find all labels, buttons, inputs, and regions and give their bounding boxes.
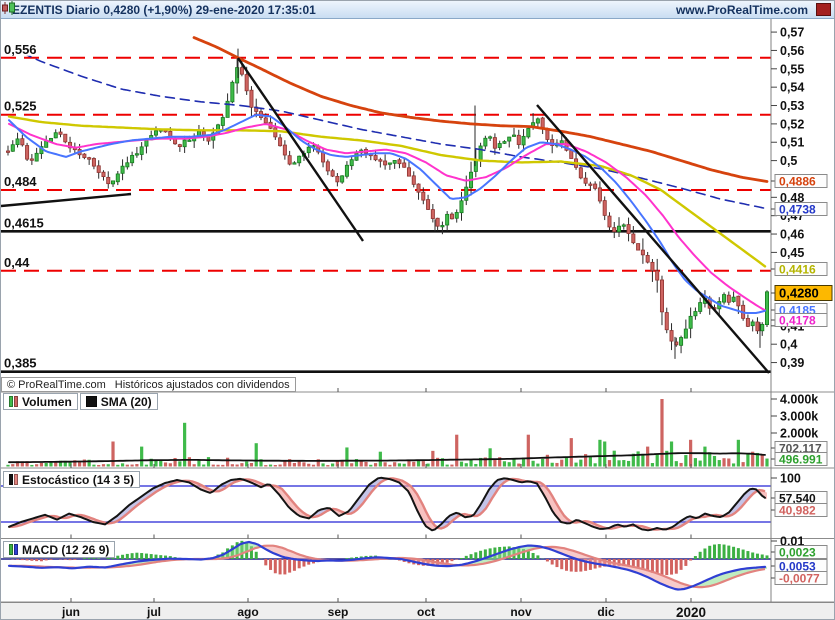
axis-tick-label: 0,4 — [780, 338, 797, 352]
legend-label: Estocástico (14 3 5) — [22, 472, 135, 487]
x-axis-label-sep: sep — [327, 605, 349, 619]
copyright-note: Históricos ajustados con dividendos — [114, 378, 290, 391]
axis-value-badge: 0,4280 — [779, 286, 819, 301]
axis-value-badge: -0,0077 — [779, 572, 820, 586]
legend-swatch-icon — [9, 474, 18, 485]
trendlines — [1, 57, 770, 374]
axis-value-badge: 0,4416 — [779, 263, 816, 277]
axis-tick-label: 0,54 — [780, 81, 804, 95]
x-axis-label-oct: oct — [417, 605, 435, 619]
legend-stoch-estoc-stico-14-3-5[interactable]: Estocástico (14 3 5) — [3, 471, 141, 488]
x-axis-label-nov: nov — [510, 605, 532, 619]
axis-value-badge: 0,0053 — [779, 560, 816, 574]
copyright-notice: © ProRealTime.com Históricos ajustados c… — [1, 377, 296, 392]
chart-title: EZENTIS Diario 0,4280 (+1,90%) 29-ene-20… — [12, 2, 316, 17]
axis-value-badge: 0,4178 — [779, 314, 816, 328]
axis-tick-label: 4.000k — [780, 393, 818, 407]
sma-lines — [7, 36, 769, 314]
axis-value-badge: 0,4738 — [779, 203, 816, 217]
macd-legend: MACD (12 26 9) — [3, 541, 116, 558]
axis-value-badge: 0,4886 — [779, 175, 816, 189]
legend-volume-volumen[interactable]: Volumen — [3, 393, 78, 410]
x-axis-label-dic: dic — [597, 605, 615, 619]
title-bar: EZENTIS Diario 0,4280 (+1,90%) 29-ene-20… — [1, 1, 834, 19]
volume-bars — [6, 399, 769, 467]
price-level-label: 0,44 — [4, 255, 30, 270]
price-level-label: 0,556 — [4, 42, 37, 57]
axis-tick-label: 0,46 — [780, 228, 804, 242]
axis-value-badge: 57,540 — [779, 492, 816, 506]
axis-tick-label: 0,52 — [780, 117, 804, 131]
volume-sma-line — [8, 452, 766, 464]
axis-value-badge: 0,0023 — [779, 546, 816, 560]
price-level-labels: 0,556 0,525 0,484 0,4615 0,44 0,385 — [2, 42, 56, 371]
stochastic-k-line — [8, 476, 766, 532]
price-level-label: 0,385 — [4, 356, 37, 371]
legend-swatch-icon — [9, 396, 18, 407]
axis-value-badge: 496.991 — [779, 453, 823, 467]
price-level-label: 0,525 — [4, 99, 37, 114]
website-link[interactable]: www.ProRealTime.com — [675, 2, 808, 17]
volume-legend: Volumen SMA (20) — [3, 393, 158, 410]
axis-tick-label: 0,45 — [780, 246, 804, 260]
x-axis-label-jul: jul — [147, 605, 161, 619]
axis-tick-label: 2.000k — [780, 427, 818, 441]
x-axis-label-ago: ago — [237, 605, 259, 619]
x-axis-label-2020: 2020 — [675, 605, 707, 620]
macd-line — [7, 540, 767, 591]
axis-tick-label: 100 — [780, 472, 801, 486]
axis-tick-label: 0,51 — [780, 136, 804, 150]
legend-label: Volumen — [22, 394, 72, 409]
axis-tick-label: 0,5 — [780, 154, 797, 168]
axis-tick-label: 0,39 — [780, 356, 804, 370]
axis-tick-label: 0,56 — [780, 44, 804, 58]
legend-label: SMA (20) — [100, 394, 152, 409]
legend-swatch-icon — [9, 544, 18, 555]
axis-tick-label: 3.000k — [780, 410, 818, 424]
legend-volume-sma-20[interactable]: SMA (20) — [79, 393, 158, 410]
price-level-label: 0,484 — [4, 174, 37, 189]
stochastic-legend: Estocástico (14 3 5) — [3, 471, 141, 488]
legend-label: MACD (12 26 9) — [22, 542, 110, 557]
legend-macd-macd-12-26-9[interactable]: MACD (12 26 9) — [3, 541, 116, 558]
price-levels — [1, 56, 771, 374]
axis-tick-label: 0,57 — [780, 26, 804, 40]
copyright-brand: © ProRealTime.com — [7, 378, 106, 391]
price-level-label: 0,4615 — [4, 215, 44, 230]
axis-tick-label: 0,53 — [780, 99, 804, 113]
axis-tick-label: 0,55 — [780, 62, 804, 76]
price-axis[interactable]: 0,570,560,550,540,530,520,510,50,480,470… — [771, 26, 833, 586]
x-axis-label-jun: jun — [62, 605, 80, 619]
axis-value-badge: 40,982 — [779, 504, 816, 518]
status-indicator — [816, 3, 831, 16]
axis-tick-label: 0,48 — [780, 191, 804, 205]
legend-swatch-icon — [85, 396, 97, 407]
time-axis[interactable]: jun jul ago sep oct nov dic 2020 — [1, 602, 834, 620]
